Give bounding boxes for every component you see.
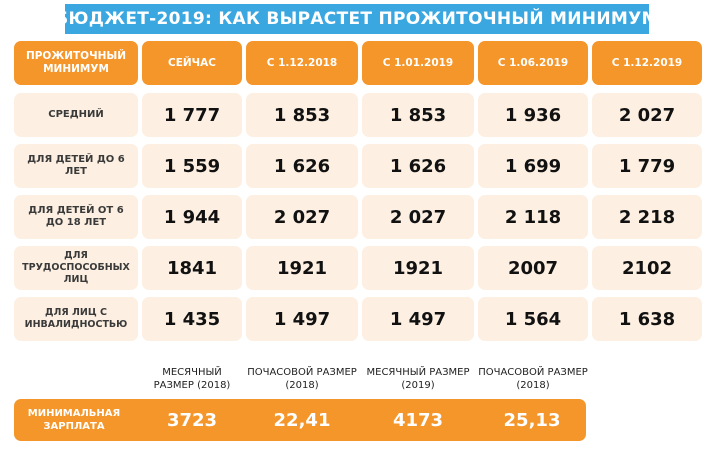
table-cell: 1 853 — [362, 93, 474, 137]
header-col-1-12-2018: С 1.12.2018 — [246, 41, 358, 85]
header-col-1-06-2019: С 1.06.2019 — [478, 41, 588, 85]
wage-value: 3723 — [166, 409, 218, 431]
wage-value: 4173 — [392, 409, 444, 431]
wage-value: 25,13 — [503, 409, 561, 431]
row-label-able-bodied: ДЛЯ ТРУДОСПОСОБНЫХ ЛИЦ — [14, 246, 138, 290]
row-label-disabled: ДЛЯ ЛИЦ С ИНВАЛИДНОСТЬЮ — [14, 297, 138, 341]
row-label-children-under-6: ДЛЯ ДЕТЕЙ ДО 6 ЛЕТ — [14, 144, 138, 188]
header-col-1-12-2019: С 1.12.2019 — [592, 41, 702, 85]
table-cell: 1 944 — [142, 195, 242, 239]
page-title: БЮДЖЕТ-2019: КАК ВЫРАСТЕТ ПРОЖИТОЧНЫЙ МИ… — [55, 4, 658, 34]
table-cell: 2 027 — [362, 195, 474, 239]
minimum-wage-bar — [14, 399, 586, 441]
table-cell: 1 497 — [362, 297, 474, 341]
table-cell: 2 027 — [246, 195, 358, 239]
table-cell: 1 777 — [142, 93, 242, 137]
table-cell: 1 559 — [142, 144, 242, 188]
table-cell: 1921 — [246, 246, 358, 290]
table-cell: 1 936 — [478, 93, 588, 137]
table-cell: 1 626 — [246, 144, 358, 188]
row-label-children-6-18: ДЛЯ ДЕТЕЙ ОТ 6 ДО 18 ЛЕТ — [14, 195, 138, 239]
table-cell: 1 435 — [142, 297, 242, 341]
table-cell: 1921 — [362, 246, 474, 290]
table-cell: 1 853 — [246, 93, 358, 137]
table-cell: 2 218 — [592, 195, 702, 239]
table-cell: 2007 — [478, 246, 588, 290]
wage-header-monthly-2018: МЕСЯЧНЫЙ РАЗМЕР (2018) — [153, 367, 231, 391]
table-cell: 1 699 — [478, 144, 588, 188]
header-corner: ПРОЖИТОЧНЫЙ МИНИМУМ — [14, 41, 138, 85]
table-cell: 2102 — [592, 246, 702, 290]
table-cell: 2 118 — [478, 195, 588, 239]
header-col-1-01-2019: С 1.01.2019 — [362, 41, 474, 85]
wage-label: МИНИМАЛЬНАЯ ЗАРПЛАТА — [27, 408, 121, 432]
header-col-now: СЕЙЧАС — [142, 41, 242, 85]
wage-header-hourly-2018: ПОЧАСОВОЙ РАЗМЕР (2018) — [247, 367, 357, 391]
table-cell: 1 564 — [478, 297, 588, 341]
wage-header-monthly-2019: МЕСЯЧНЫЙ РАЗМЕР (2019) — [366, 367, 470, 391]
table-cell: 2 027 — [592, 93, 702, 137]
row-label-average: СРЕДНИЙ — [14, 93, 138, 137]
table-cell: 1 779 — [592, 144, 702, 188]
table-cell: 1 626 — [362, 144, 474, 188]
wage-value: 22,41 — [273, 409, 331, 431]
table-cell: 1 638 — [592, 297, 702, 341]
table-cell: 1 497 — [246, 297, 358, 341]
table-cell: 1841 — [142, 246, 242, 290]
wage-header-hourly-2018b: ПОЧАСОВОЙ РАЗМЕР (2018) — [478, 367, 588, 391]
